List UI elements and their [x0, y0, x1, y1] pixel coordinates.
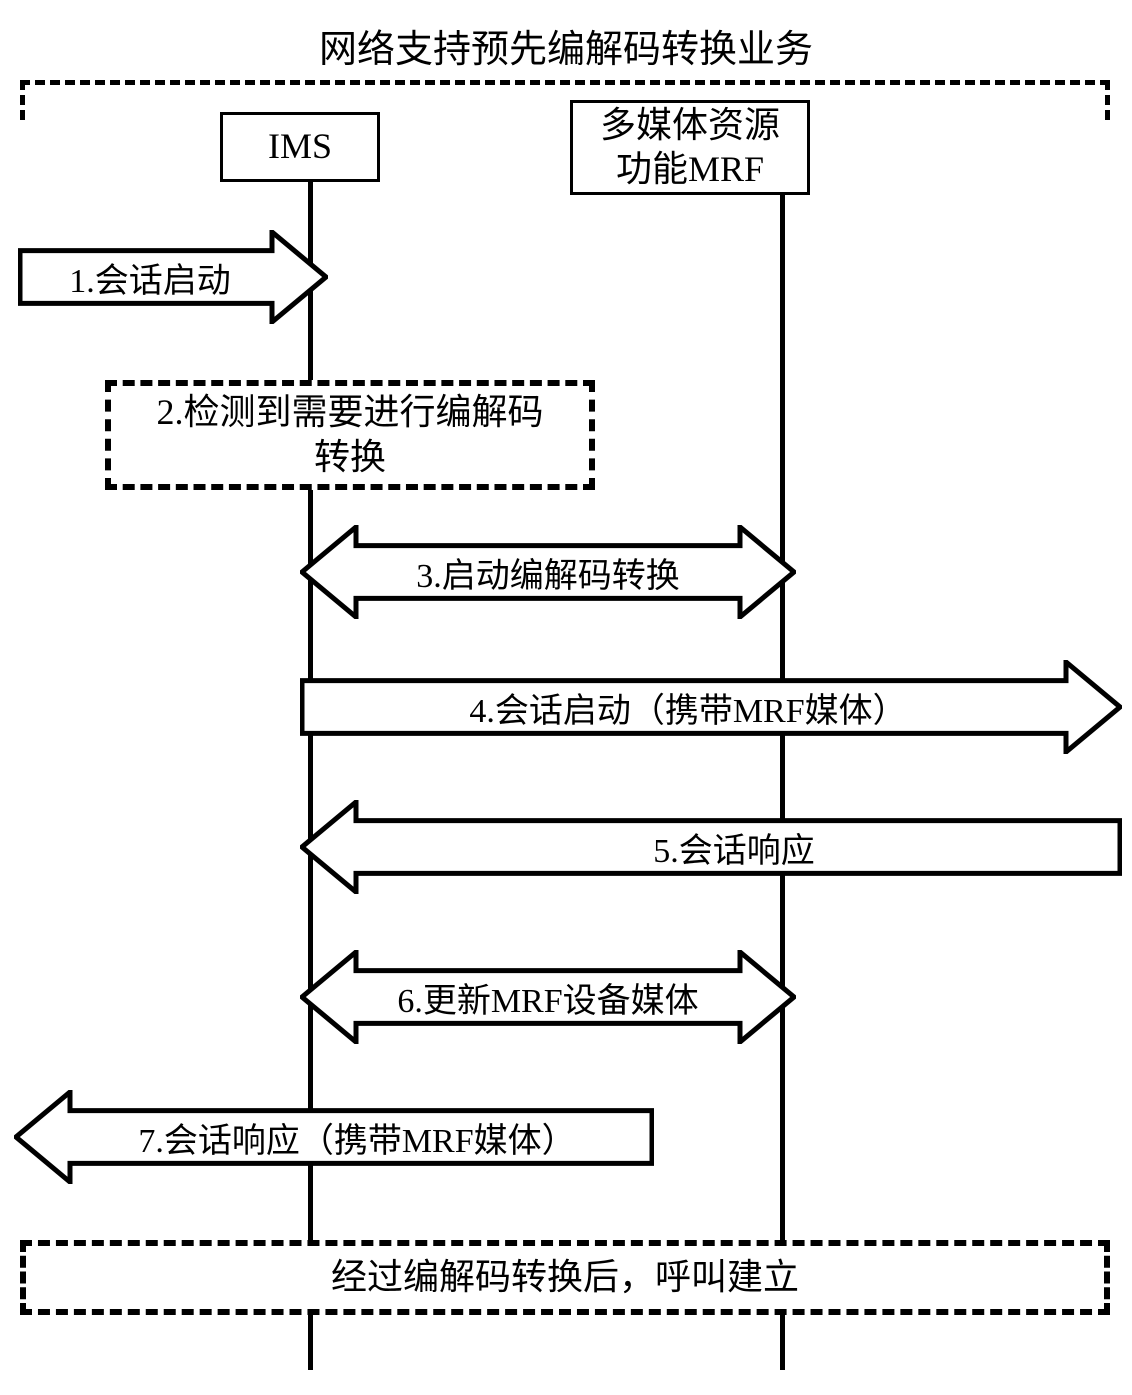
lifeline-mrf — [780, 195, 785, 1370]
step5-arrow: 5.会话响应 — [300, 800, 1122, 894]
lifeline-ims — [308, 182, 313, 1370]
step6-arrow: 6.更新MRF设备媒体 — [300, 950, 796, 1044]
step1-arrow: 1.会话启动 — [18, 230, 328, 324]
step7-label: 7.会话响应（携带MRF媒体） — [14, 1090, 654, 1184]
actor-mrf: 多媒体资源功能MRF — [570, 100, 810, 195]
step3-arrow: 3.启动编解码转换 — [300, 525, 796, 619]
result-box: 经过编解码转换后，呼叫建立 — [20, 1240, 1110, 1315]
step4-arrow: 4.会话启动（携带MRF媒体） — [300, 660, 1122, 754]
actor-ims: IMS — [220, 112, 380, 182]
step3-label: 3.启动编解码转换 — [300, 525, 796, 619]
step1-label: 1.会话启动 — [18, 230, 328, 324]
step6-label: 6.更新MRF设备媒体 — [300, 950, 796, 1044]
step7-arrow: 7.会话响应（携带MRF媒体） — [14, 1090, 654, 1184]
step2-box: 2.检测到需要进行编解码转换 — [105, 380, 595, 490]
step5-label: 5.会话响应 — [300, 800, 1122, 894]
step4-label: 4.会话启动（携带MRF媒体） — [300, 660, 1122, 754]
title-bracket — [20, 80, 1110, 120]
diagram-title: 网络支持预先编解码转换业务 — [0, 18, 1132, 73]
